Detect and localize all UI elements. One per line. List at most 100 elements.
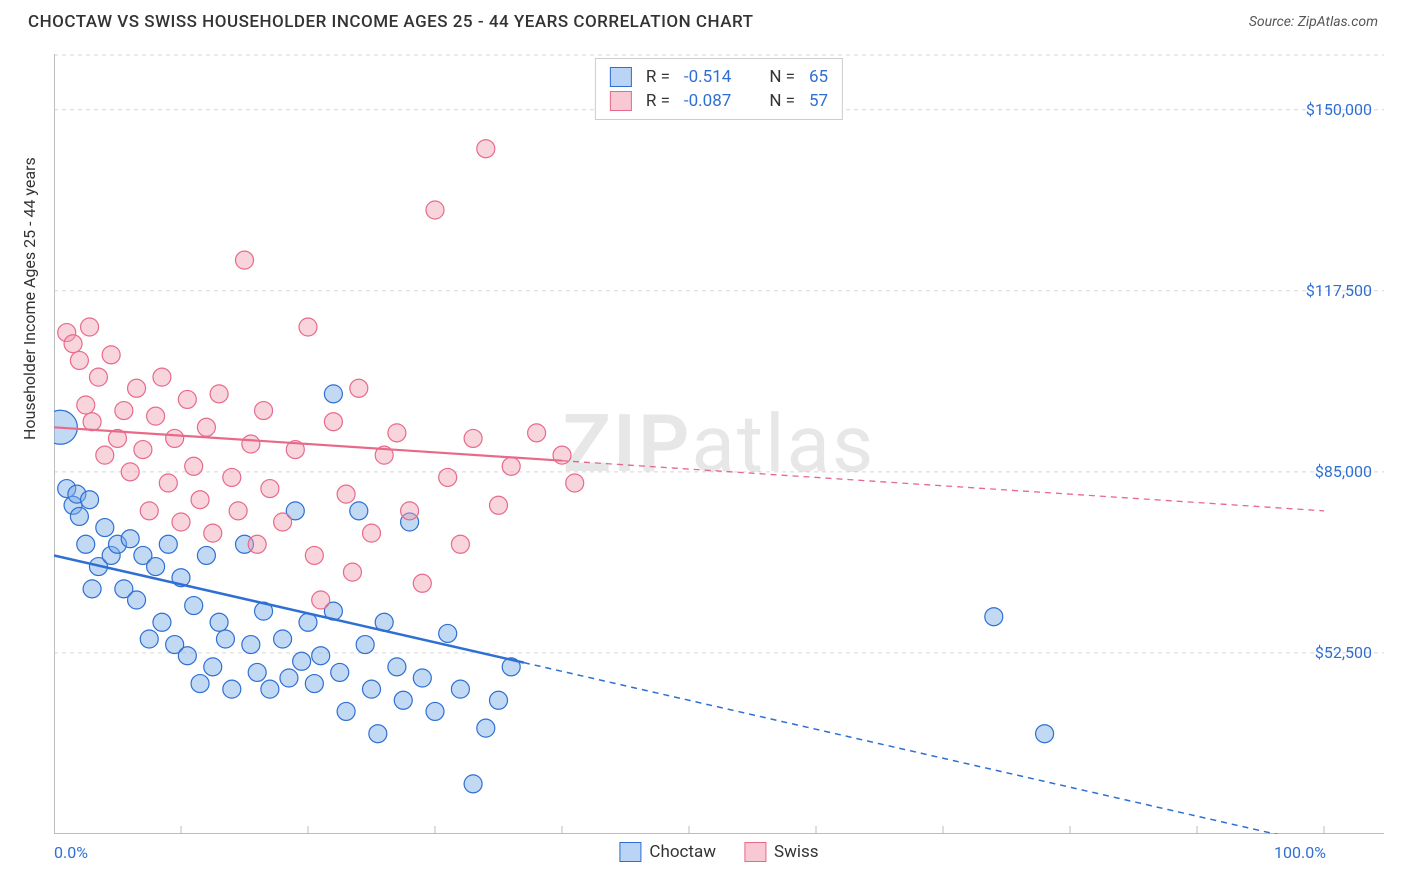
y-tick-label: $85,000 <box>1315 462 1372 481</box>
data-point <box>248 663 266 681</box>
data-point <box>147 558 165 576</box>
data-point <box>502 457 520 475</box>
data-point <box>166 429 184 447</box>
trend-line-solid <box>54 555 524 662</box>
n-label: N = <box>769 91 795 111</box>
data-point <box>216 630 234 648</box>
data-point <box>369 725 387 743</box>
y-tick-label: $150,000 <box>1306 100 1372 119</box>
data-point <box>293 652 311 670</box>
data-point <box>210 613 228 631</box>
data-point <box>204 524 222 542</box>
data-point <box>128 591 146 609</box>
data-point <box>305 546 323 564</box>
data-point <box>159 474 177 492</box>
data-point <box>280 669 298 687</box>
data-point <box>426 201 444 219</box>
data-point <box>89 368 107 386</box>
data-point <box>356 636 374 654</box>
data-point <box>324 413 342 431</box>
y-axis-label: Householder Income Ages 25 - 44 years <box>20 157 39 440</box>
data-point <box>83 413 101 431</box>
legend-swatch <box>744 842 766 862</box>
x-tick-label: 0.0% <box>54 843 88 862</box>
data-point <box>185 457 203 475</box>
data-point <box>451 535 469 553</box>
data-point <box>464 429 482 447</box>
r-label: R = <box>646 91 670 111</box>
n-value: 57 <box>809 91 828 111</box>
data-point <box>178 390 196 408</box>
data-point <box>350 502 368 520</box>
data-point <box>451 680 469 698</box>
data-point <box>490 496 508 514</box>
data-point <box>64 335 82 353</box>
data-point <box>236 251 254 269</box>
data-point <box>388 424 406 442</box>
n-label: N = <box>769 67 795 87</box>
chart-source: Source: ZipAtlas.com <box>1249 14 1378 30</box>
r-value: -0.514 <box>684 67 731 87</box>
data-point <box>77 535 95 553</box>
data-point <box>140 630 158 648</box>
n-value: 65 <box>809 67 828 87</box>
data-point <box>305 675 323 693</box>
data-point <box>70 351 88 369</box>
data-point <box>81 318 99 336</box>
data-point <box>96 519 114 537</box>
data-point <box>178 647 196 665</box>
data-point <box>566 474 584 492</box>
data-point <box>343 563 361 581</box>
data-point <box>363 524 381 542</box>
data-point <box>159 535 177 553</box>
data-point <box>197 418 215 436</box>
data-point <box>229 502 247 520</box>
data-point <box>96 446 114 464</box>
data-point <box>490 691 508 709</box>
data-point <box>350 379 368 397</box>
data-point <box>331 663 349 681</box>
data-point <box>70 507 88 525</box>
y-tick-label: $52,500 <box>1315 643 1372 662</box>
data-point <box>401 502 419 520</box>
data-point <box>261 480 279 498</box>
data-point <box>312 647 330 665</box>
data-point <box>553 446 571 464</box>
data-point <box>413 669 431 687</box>
trend-line-solid <box>54 427 562 460</box>
scatter-plot <box>54 54 1384 834</box>
data-point <box>261 680 279 698</box>
data-point <box>210 385 228 403</box>
data-point <box>464 775 482 793</box>
legend-series-label: Swiss <box>774 842 819 862</box>
data-point <box>363 680 381 698</box>
data-point <box>985 608 1003 626</box>
data-point <box>528 424 546 442</box>
trend-line-dashed <box>562 461 1324 511</box>
data-point <box>128 379 146 397</box>
data-point <box>83 580 101 598</box>
data-point <box>324 385 342 403</box>
data-point <box>77 396 95 414</box>
chart-title: CHOCTAW VS SWISS HOUSEHOLDER INCOME AGES… <box>28 12 753 32</box>
legend-correlation-row: R = -0.514 N = 65 <box>610 65 828 89</box>
data-point <box>337 485 355 503</box>
data-point <box>102 346 120 364</box>
chart-header: CHOCTAW VS SWISS HOUSEHOLDER INCOME AGES… <box>0 0 1406 40</box>
data-point <box>197 546 215 564</box>
data-point <box>153 368 171 386</box>
data-point <box>388 658 406 676</box>
data-point <box>248 535 266 553</box>
data-point <box>191 675 209 693</box>
data-point <box>121 463 139 481</box>
data-point <box>191 491 209 509</box>
data-point <box>255 402 273 420</box>
data-point <box>337 702 355 720</box>
r-value: -0.087 <box>684 91 731 111</box>
data-point <box>223 680 241 698</box>
x-tick-label: 100.0% <box>1274 843 1326 862</box>
data-point <box>242 636 260 654</box>
data-point <box>121 530 139 548</box>
data-point <box>81 491 99 509</box>
data-point <box>274 513 292 531</box>
